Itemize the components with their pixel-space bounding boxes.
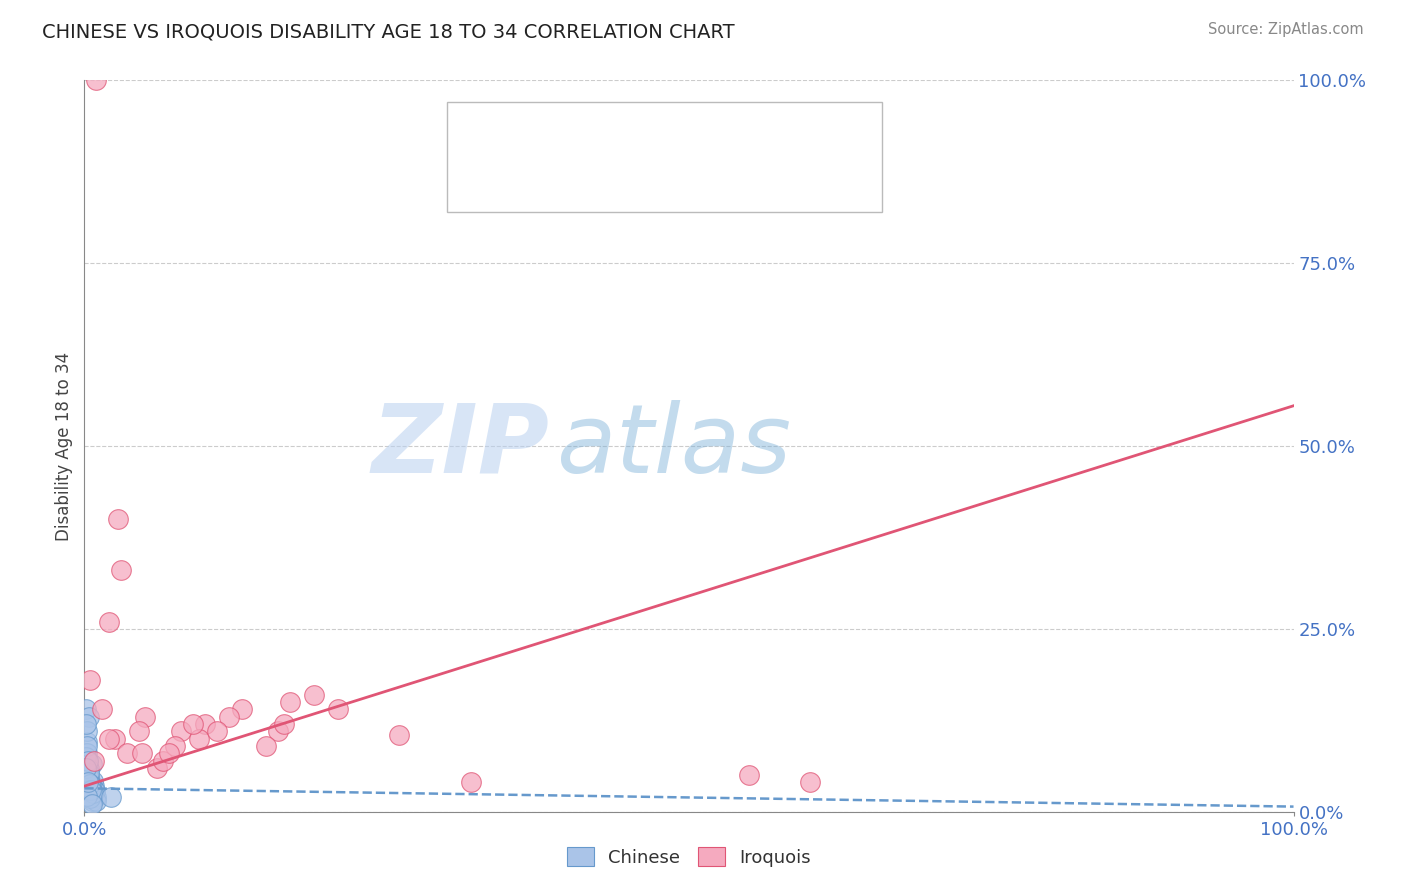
Point (77, 709, 100, 723)
Point (77, 764, 100, 779)
Point (328, 702, 350, 716)
Point (388, 728, 411, 742)
Point (77, 782, 100, 797)
Point (231, 702, 253, 716)
Point (80, 784, 103, 798)
Point (267, 724, 290, 739)
Point (104, 731, 127, 746)
Point (86, 790, 108, 805)
Point (170, 724, 193, 739)
Point (76, 789, 98, 803)
Point (77, 768, 100, 782)
Point (218, 709, 240, 723)
Text: CHINESE VS IROQUOIS DISABILITY AGE 18 TO 34 CORRELATION CHART: CHINESE VS IROQUOIS DISABILITY AGE 18 TO… (42, 22, 735, 41)
Text: atlas: atlas (555, 400, 792, 492)
Point (460, 775, 482, 789)
Point (82, 787, 104, 801)
Point (76, 773, 98, 788)
Point (181, 717, 204, 731)
Point (107, 512, 129, 526)
Point (76, 746, 98, 760)
Y-axis label: Disability Age 18 to 34: Disability Age 18 to 34 (55, 351, 73, 541)
Point (75, 749, 97, 764)
Point (76, 778, 98, 792)
Point (77, 775, 100, 789)
Point (194, 717, 217, 731)
Point (115, 746, 138, 760)
Point (83, 779, 105, 793)
Point (82, 774, 104, 789)
Point (80, 779, 103, 793)
Point (75, 761, 97, 775)
Point (77, 785, 100, 799)
Point (86, 794, 108, 808)
Text: Source: ZipAtlas.com: Source: ZipAtlas.com (1208, 22, 1364, 37)
Point (278, 695, 301, 709)
Point (80, 794, 103, 808)
Point (207, 724, 229, 739)
Point (110, 563, 132, 577)
Point (76, 786, 98, 800)
Point (83, 783, 105, 797)
Point (146, 761, 169, 775)
Point (79, 780, 101, 794)
Point (77, 782, 100, 797)
Point (77, 789, 100, 804)
Point (77, 767, 100, 781)
Point (76, 787, 98, 801)
Point (128, 724, 150, 739)
Point (76, 724, 98, 739)
Point (157, 746, 180, 760)
Legend: Chinese, Iroquois: Chinese, Iroquois (558, 838, 820, 876)
Point (75, 746, 97, 760)
Point (131, 746, 153, 760)
Point (77, 766, 100, 780)
Point (77, 772, 100, 786)
Point (273, 717, 295, 731)
Point (77, 774, 100, 789)
Point (75, 761, 97, 775)
Point (82, 780, 104, 795)
Point (75, 749, 97, 764)
Point (97, 615, 120, 629)
Point (799, 775, 821, 789)
Point (79, 777, 101, 791)
Point (80, 797, 103, 812)
Point (152, 754, 174, 768)
Point (77, 754, 100, 768)
Point (75, 717, 97, 731)
Point (100, 790, 122, 805)
Point (80, 757, 103, 772)
Point (79, 777, 101, 791)
Point (86, 73, 108, 87)
Point (79, 775, 101, 789)
Point (77, 771, 100, 785)
Point (82, 788, 104, 802)
Point (188, 731, 211, 746)
Point (83, 754, 105, 768)
Point (165, 739, 187, 753)
Point (76, 739, 98, 753)
Point (134, 709, 156, 723)
Point (75, 702, 97, 716)
Point (254, 739, 277, 753)
Point (80, 782, 103, 797)
Point (77, 762, 100, 776)
Point (79, 673, 101, 687)
Point (738, 768, 761, 782)
Point (79, 789, 101, 803)
Text: ZIP: ZIP (373, 400, 550, 492)
Point (77, 754, 100, 768)
Point (76, 735, 98, 749)
Point (79, 790, 101, 805)
Point (97, 731, 120, 746)
Point (80, 778, 103, 792)
Point (302, 688, 325, 702)
Point (91, 702, 114, 716)
Point (75, 762, 97, 776)
